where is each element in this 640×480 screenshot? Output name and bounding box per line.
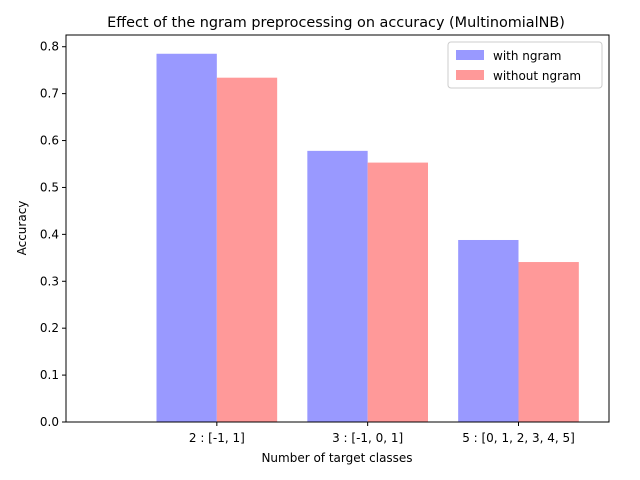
bar xyxy=(518,262,579,422)
legend: with ngram without ngram xyxy=(447,41,603,89)
x-axis-label: Number of target classes xyxy=(261,451,412,465)
x-axis: 2 : [-1, 1] 3 : [-1, 0, 1] 5 : [0, 1, 2, 3… xyxy=(189,422,575,445)
legend-swatch xyxy=(456,50,484,60)
bar xyxy=(458,239,519,422)
x-tick-label: 2 : [-1, 1] xyxy=(189,431,245,445)
y-tick-label: 0.4 xyxy=(40,227,59,241)
plot-frame xyxy=(65,34,610,423)
x-tick-label: 3 : [-1, 0, 1] xyxy=(332,431,403,445)
y-tick-label: 0.8 xyxy=(40,40,59,54)
bar xyxy=(367,162,428,423)
y-tick-label: 0.5 xyxy=(40,180,59,194)
bar xyxy=(156,53,217,422)
y-axis: 0.0 0.1 0.2 0.3 0.4 0.5 0.6 0.7 0.8 xyxy=(40,40,66,429)
y-tick-label: 0.2 xyxy=(40,321,59,335)
bar xyxy=(216,77,278,423)
chart-title: Effect of the ngram preprocessing on acc… xyxy=(107,15,565,31)
legend-label: without ngram xyxy=(493,69,581,83)
legend-swatch xyxy=(456,70,484,80)
bar xyxy=(307,150,368,422)
y-tick-label: 0.7 xyxy=(40,87,59,101)
y-tick-label: 0.3 xyxy=(40,274,59,288)
legend-label: with ngram xyxy=(493,49,561,63)
y-tick-label: 0.6 xyxy=(40,134,59,148)
y-tick-label: 0.0 xyxy=(40,415,59,429)
y-axis-label: Accuracy xyxy=(15,201,29,256)
y-tick-label: 0.1 xyxy=(40,368,59,382)
bars-layer xyxy=(156,53,579,423)
x-tick-label: 5 : [0, 1, 2, 3, 4, 5] xyxy=(462,431,575,445)
legend-frame xyxy=(447,41,603,89)
